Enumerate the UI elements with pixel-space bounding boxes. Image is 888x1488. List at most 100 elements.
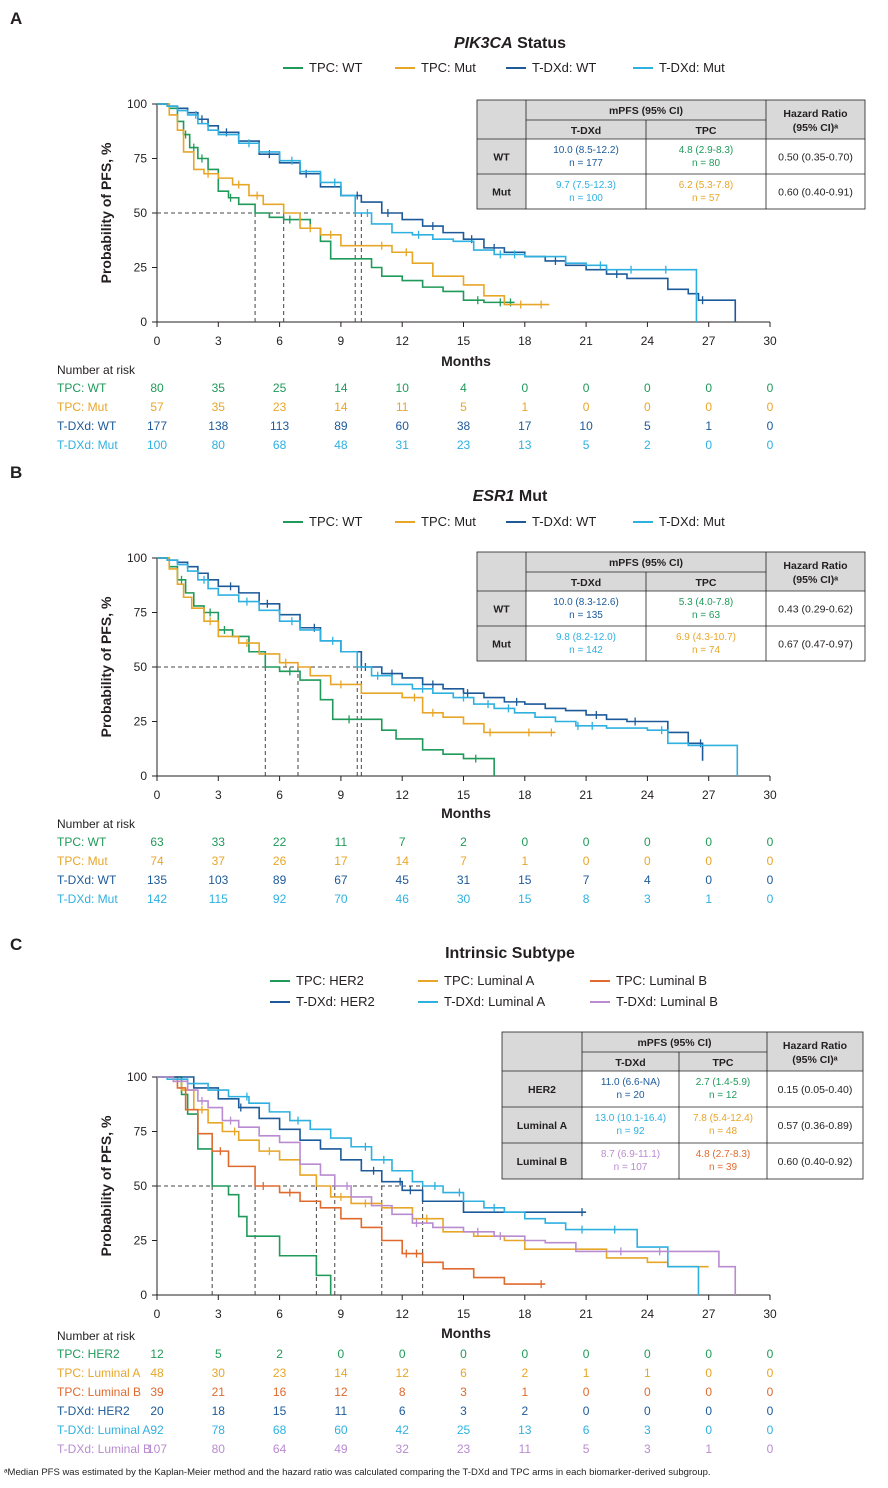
risk-value: 0 [705,400,712,414]
x-tick-label: 12 [396,334,410,348]
x-tick-label: 21 [579,334,593,348]
series-t-dxd-mut [157,557,739,776]
table-cell-tdxd: 9.8 (8.2-12.0) [556,632,616,643]
risk-value: 5 [644,419,651,433]
y-tick-label: 0 [140,769,147,783]
risk-value: 30 [212,1366,226,1380]
risk-value: 14 [396,854,410,868]
x-tick-label: 15 [457,1307,471,1321]
table-row-label: WT [493,152,510,164]
risk-value: 0 [705,854,712,868]
km-curve [157,1076,737,1295]
risk-value: 11 [335,835,348,849]
risk-value: 92 [150,1423,164,1437]
table-cell-tdxd: 10.0 (8.3-12.6) [553,597,619,608]
series-tpc-mut [157,557,556,737]
table-row-label: Luminal A [517,1120,568,1132]
risk-value: 60 [396,419,410,433]
x-tick-label: 27 [702,1307,716,1321]
y-tick-label: 100 [127,97,147,111]
table-cell-tdxd: 11.0 (6.6-NA) [601,1077,660,1088]
table-row-label: HER2 [528,1084,556,1096]
x-axis-label: Months [441,805,491,821]
risk-value: 0 [767,1366,774,1380]
title-rest: Mut [514,488,548,505]
risk-row-label: T-DXd: Mut [57,892,118,906]
risk-value: 1 [705,892,712,906]
y-tick-label: 25 [134,715,148,729]
median-lines [157,666,362,776]
risk-value: 38 [457,419,471,433]
y-tick-label: 25 [134,261,148,275]
legend-label: TPC: Mut [421,60,476,75]
panel-letter: A [10,9,22,28]
table-row-label: Luminal B [517,1156,568,1168]
mpfs-table: mPFS (95% CI) T-DXd TPC Hazard Ratio (95% CI… [501,1031,864,1180]
risk-value: 3 [644,892,651,906]
risk-value: 30 [457,892,471,906]
risk-value: 6 [460,1366,467,1380]
risk-value: 0 [705,381,712,395]
x-tick-label: 30 [763,334,777,348]
risk-value: 26 [273,854,287,868]
risk-value: 0 [767,1404,774,1418]
x-tick-label: 27 [702,334,716,348]
km-curve [157,557,704,761]
table-cell-tpc: 6.2 (5.3-7.8) [679,180,733,191]
risk-value: 0 [767,892,774,906]
risk-value: 5 [460,400,467,414]
footnote: ᵃMedian PFS was estimated by the Kaplan-… [4,1467,711,1478]
y-tick-label: 0 [140,315,147,329]
km-curve [157,557,495,776]
risk-row-label: T-DXd: Luminal A [57,1423,150,1437]
risk-value: 12 [334,1385,348,1399]
risk-row-label: T-DXd: Luminal B [57,1442,151,1456]
table-cell-tpc: 4.8 (2.9-8.3) [679,145,733,156]
risk-value: 0 [521,381,528,395]
risk-value: 1 [521,1385,528,1399]
risk-value: 0 [644,1404,651,1418]
table-hr-header-ci: (95% CI)ᵃ [792,1054,837,1066]
risk-value: 67 [334,873,348,887]
risk-value: 0 [705,1385,712,1399]
risk-value: 3 [460,1385,467,1399]
table-cell-hr: 0.15 (0.05-0.40) [778,1084,853,1096]
table-cell-tpc: 5.3 (4.0-7.8) [679,597,733,608]
x-tick-label: 3 [215,1307,222,1321]
risk-value: 0 [705,1423,712,1437]
risk-value: 135 [147,873,167,887]
risk-value: 23 [457,1442,471,1456]
risk-value: 89 [273,873,287,887]
table-col-tpc: TPC [696,577,717,589]
x-tick-label: 30 [763,1307,777,1321]
table-header-bg [502,1032,767,1071]
axes: 0 3 6 9 12 15 18 21 24 27 30 0 25 50 75 100 Months Probab… [98,97,777,369]
table-cell-hr: 0.60 (0.40-0.92) [778,1156,853,1168]
table-hr-header-ci: (95% CI)ᵃ [793,122,838,134]
risk-value: 0 [644,1385,651,1399]
series-t-dxd-her2 [157,1076,587,1217]
table-hr-header: Hazard Ratio [783,108,847,120]
x-tick-label: 3 [215,334,222,348]
risk-row-label: TPC: Mut [57,854,108,868]
risk-value: 0 [767,873,774,887]
median-lines [157,212,362,322]
y-tick-label: 50 [134,1179,148,1193]
table-col-tdxd: T-DXd [615,1057,645,1069]
risk-value: 14 [334,381,348,395]
table-col-tdxd: T-DXd [571,125,601,137]
risk-value: 0 [583,1347,590,1361]
risk-value: 2 [644,438,651,452]
risk-value: 11 [335,1404,348,1418]
table-header: mPFS (95% CI) [609,105,683,117]
title-italic: ESR1 [473,488,515,505]
risk-value: 23 [457,438,471,452]
table-cell-tdxd-n: n = 100 [569,193,603,204]
risk-value: 42 [396,1423,410,1437]
y-tick-label: 50 [134,206,148,220]
table-cell-tdxd-n: n = 177 [569,158,603,169]
table-rowlabel-bg [502,1071,582,1179]
x-tick-label: 18 [518,788,532,802]
risk-value: 80 [212,1442,226,1456]
table-header-bg [477,552,766,591]
